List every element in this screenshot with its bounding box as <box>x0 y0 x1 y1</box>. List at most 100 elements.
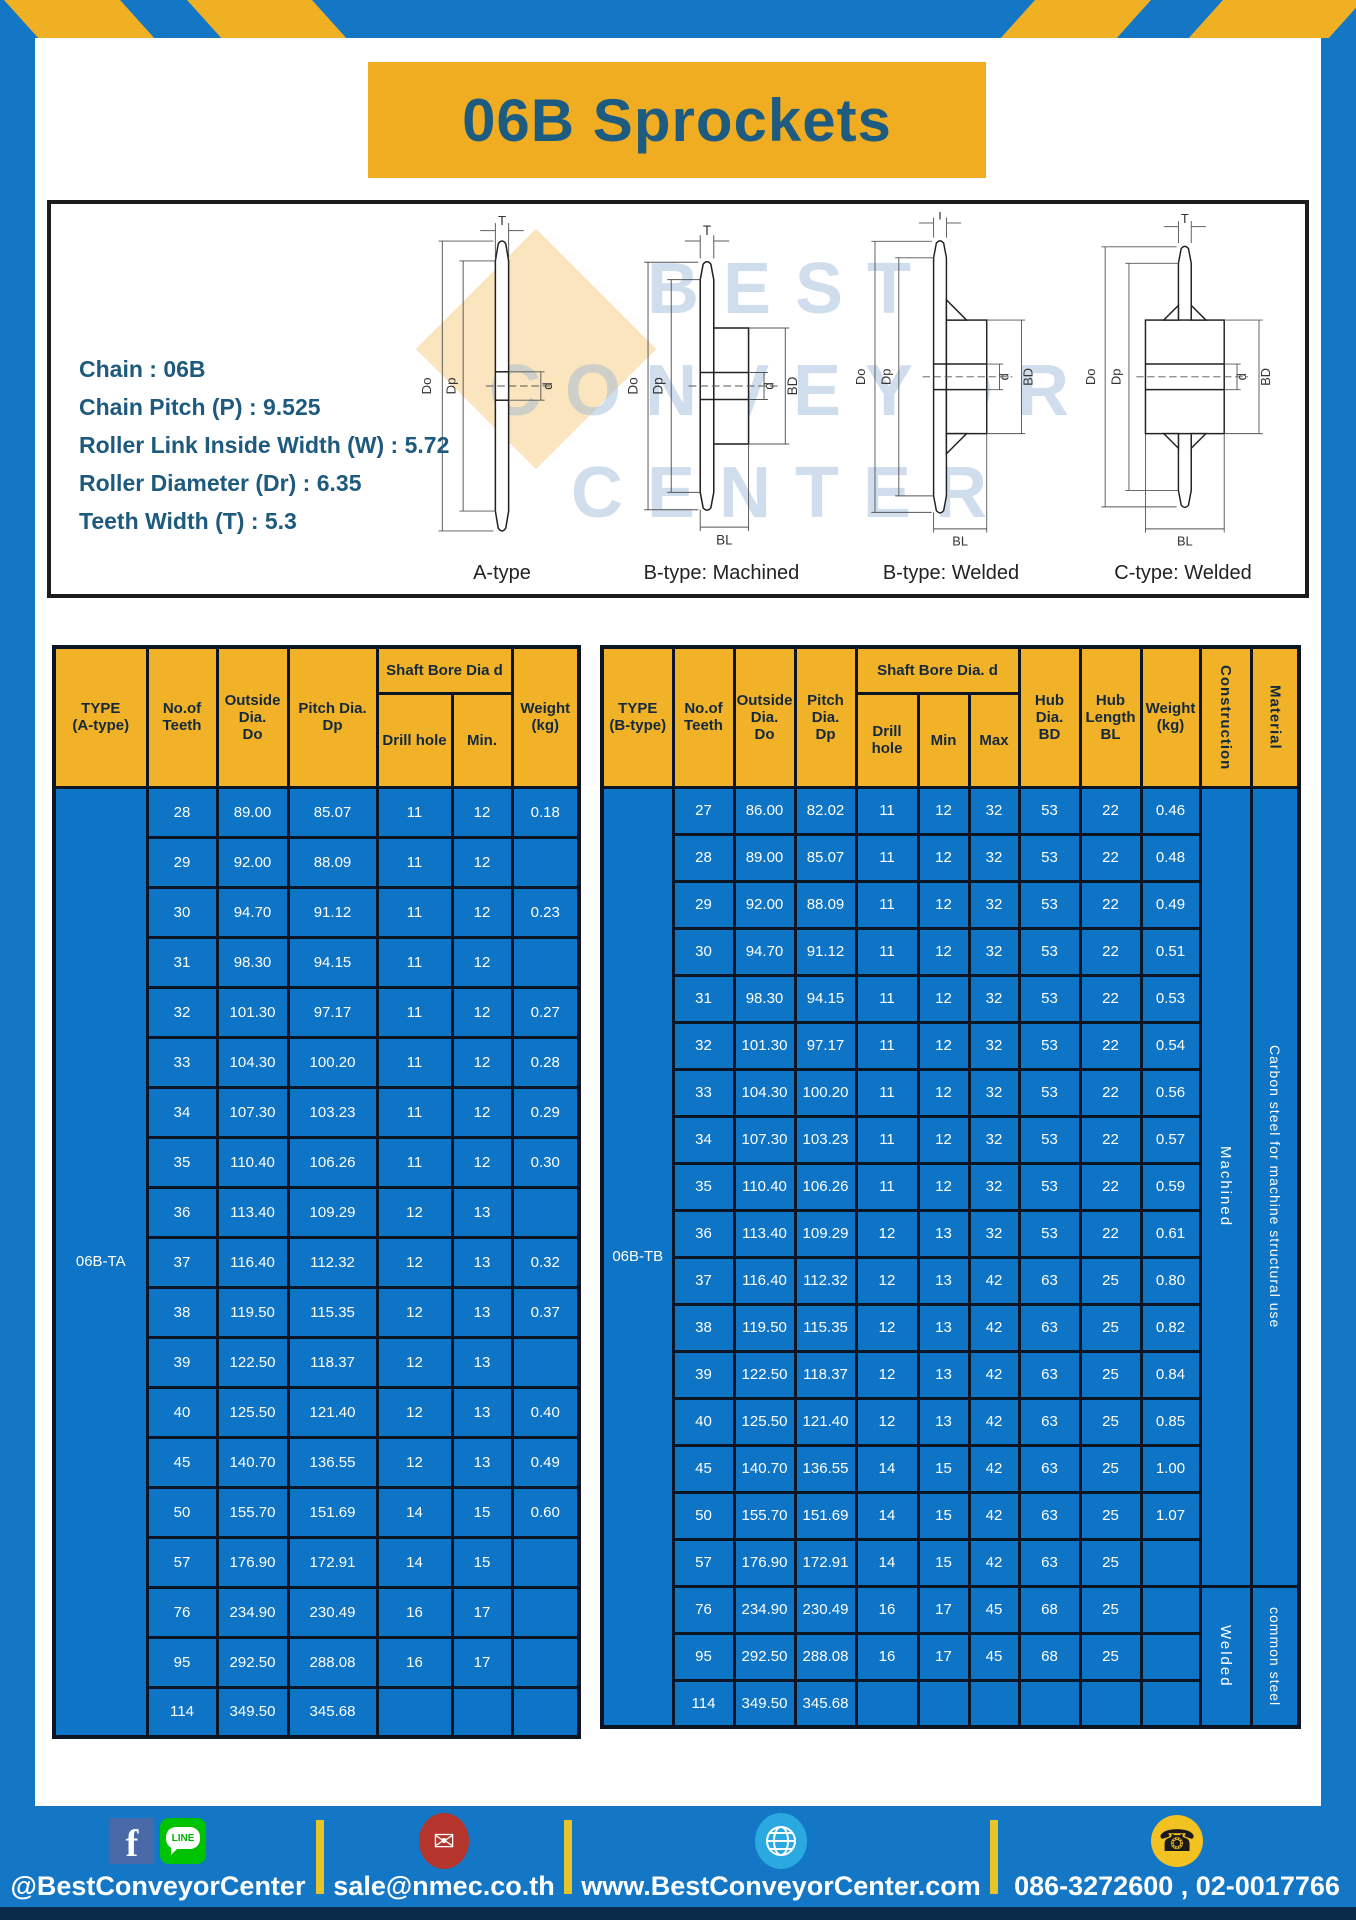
cell: 288.08 <box>286 1635 379 1689</box>
page-title: 06B Sprockets <box>462 86 892 154</box>
footer-icons-phone: ☎ <box>1151 1813 1203 1869</box>
footer-phone-numbers: 086-3272600 , 02-0017766 <box>1014 1871 1340 1901</box>
cell <box>510 1535 581 1589</box>
spec-line: Chain Pitch (P) : 9.525 <box>79 394 321 420</box>
col-header-hub-length: Hub Length BL <box>1078 645 1143 789</box>
cell: 35 <box>145 1135 219 1189</box>
cell: 114 <box>671 1678 736 1729</box>
cell: 0.54 <box>1139 1020 1202 1071</box>
footer-segment-phone: ☎ 086-3272600 , 02-0017766 <box>998 1806 1356 1907</box>
cell: 53 <box>1017 832 1082 883</box>
cell: 97.17 <box>793 1020 858 1071</box>
cell: 13 <box>916 1302 971 1353</box>
cell: 15 <box>450 1535 514 1589</box>
cell: 22 <box>1078 1114 1143 1165</box>
cell: 40 <box>145 1385 219 1439</box>
cell: 94.70 <box>215 885 290 939</box>
cell: 119.50 <box>215 1285 290 1339</box>
table-row: 40 125.50 121.40 12 13 42 63 25 0.85 <box>602 1396 1299 1447</box>
cell: 45 <box>967 1584 1021 1635</box>
sprocket-table-a-type: TYPE (A-type) No.of Teeth Outside Dia. D… <box>52 645 581 1739</box>
svg-text:BL: BL <box>716 533 733 548</box>
cell: 12 <box>854 1255 920 1306</box>
cell: 151.69 <box>793 1490 858 1541</box>
cell: 104.30 <box>215 1035 290 1089</box>
cell: 121.40 <box>793 1396 858 1447</box>
col-header-outside-dia: Outside Dia. Do <box>215 645 290 789</box>
cell: 15 <box>916 1537 971 1588</box>
cell: 16 <box>854 1631 920 1682</box>
footer-social-handle: @BestConveyorCenter <box>10 1871 306 1901</box>
cell: 22 <box>1078 1208 1143 1259</box>
cell: 17 <box>916 1584 971 1635</box>
cell: 25 <box>1078 1302 1143 1353</box>
footer-segment-email: ✉ sale@nmec.co.th <box>324 1806 564 1907</box>
cell: 116.40 <box>215 1235 290 1289</box>
cell: 45 <box>145 1435 219 1489</box>
cell: 32 <box>967 973 1021 1024</box>
footer-divider <box>316 1819 324 1894</box>
cell: 125.50 <box>215 1385 290 1439</box>
sprocket-figure-b-machined: T Do Dp d BD <box>624 212 819 588</box>
cell: 85.07 <box>286 785 379 839</box>
cell: 12 <box>916 1067 971 1118</box>
col-header-pitch-dia: Pitch Dia. Dp <box>286 645 379 789</box>
cell: 12 <box>375 1185 454 1239</box>
hazard-stripe <box>4 0 155 38</box>
cell: 25 <box>1078 1255 1143 1306</box>
construction-cell: Machined <box>1198 785 1253 1588</box>
cell: 15 <box>450 1485 514 1539</box>
table-row: 31 98.30 94.15 11 12 32 53 22 0.53 <box>602 973 1299 1024</box>
cell: 136.55 <box>286 1435 379 1489</box>
cell: 42 <box>967 1443 1021 1494</box>
cell: 11 <box>854 785 920 836</box>
cell: 1.00 <box>1139 1443 1202 1494</box>
cell: 17 <box>450 1635 514 1689</box>
cell: 32 <box>967 785 1021 836</box>
cell: 98.30 <box>732 973 797 1024</box>
cell: 50 <box>145 1485 219 1539</box>
svg-text:Do: Do <box>419 378 434 395</box>
cell: 32 <box>967 1067 1021 1118</box>
cell: 0.61 <box>1139 1208 1202 1259</box>
cell: 140.70 <box>215 1435 290 1489</box>
cell: 17 <box>450 1585 514 1639</box>
cell: 172.91 <box>793 1537 858 1588</box>
table-row: 76 234.90 230.49 16 17 <box>54 1585 581 1639</box>
cell: 140.70 <box>732 1443 797 1494</box>
cell: 31 <box>671 973 736 1024</box>
spec-line: Teeth Width (T) : 5.3 <box>79 508 297 534</box>
cell <box>916 1678 971 1729</box>
table-row: 95 292.50 288.08 16 17 <box>54 1635 581 1689</box>
cell: 63 <box>1017 1396 1082 1447</box>
col-header-pitch-dia: Pitch Dia. Dp <box>793 645 858 789</box>
table-row: 30 94.70 91.12 11 12 32 53 22 0.51 <box>602 926 1299 977</box>
cell: 11 <box>375 885 454 939</box>
cell: 11 <box>854 1020 920 1071</box>
spec-line: Roller Diameter (Dr) : 6.35 <box>79 470 362 496</box>
cell: 11 <box>375 1085 454 1139</box>
cell: 11 <box>854 832 920 883</box>
cell <box>967 1678 1021 1729</box>
cell: 176.90 <box>732 1537 797 1588</box>
cell: 29 <box>671 879 736 930</box>
svg-text:BL: BL <box>1177 533 1193 548</box>
footer-email: sale@nmec.co.th <box>333 1871 555 1901</box>
cell: 15 <box>916 1490 971 1541</box>
table-row: 39 122.50 118.37 12 13 <box>54 1335 581 1389</box>
sprocket-table-b-type: TYPE (B-type) No.of Teeth Outside Dia. D… <box>600 645 1302 1729</box>
cell: 12 <box>916 879 971 930</box>
cell: 14 <box>854 1490 920 1541</box>
cell: 63 <box>1017 1537 1082 1588</box>
cell: 37 <box>145 1235 219 1289</box>
cell: 63 <box>1017 1302 1082 1353</box>
table-row: 57 176.90 172.91 14 15 <box>54 1535 581 1589</box>
cell <box>1139 1584 1202 1635</box>
table-row: 30 94.70 91.12 11 12 0.23 <box>54 885 581 939</box>
svg-text:d: d <box>762 382 777 390</box>
cell: 103.23 <box>286 1085 379 1139</box>
cell <box>510 935 581 989</box>
col-header-max: Max <box>967 691 1021 789</box>
cell: 25 <box>1078 1490 1143 1541</box>
footer-segment-website: www.BestConveyorCenter.com <box>572 1806 990 1907</box>
